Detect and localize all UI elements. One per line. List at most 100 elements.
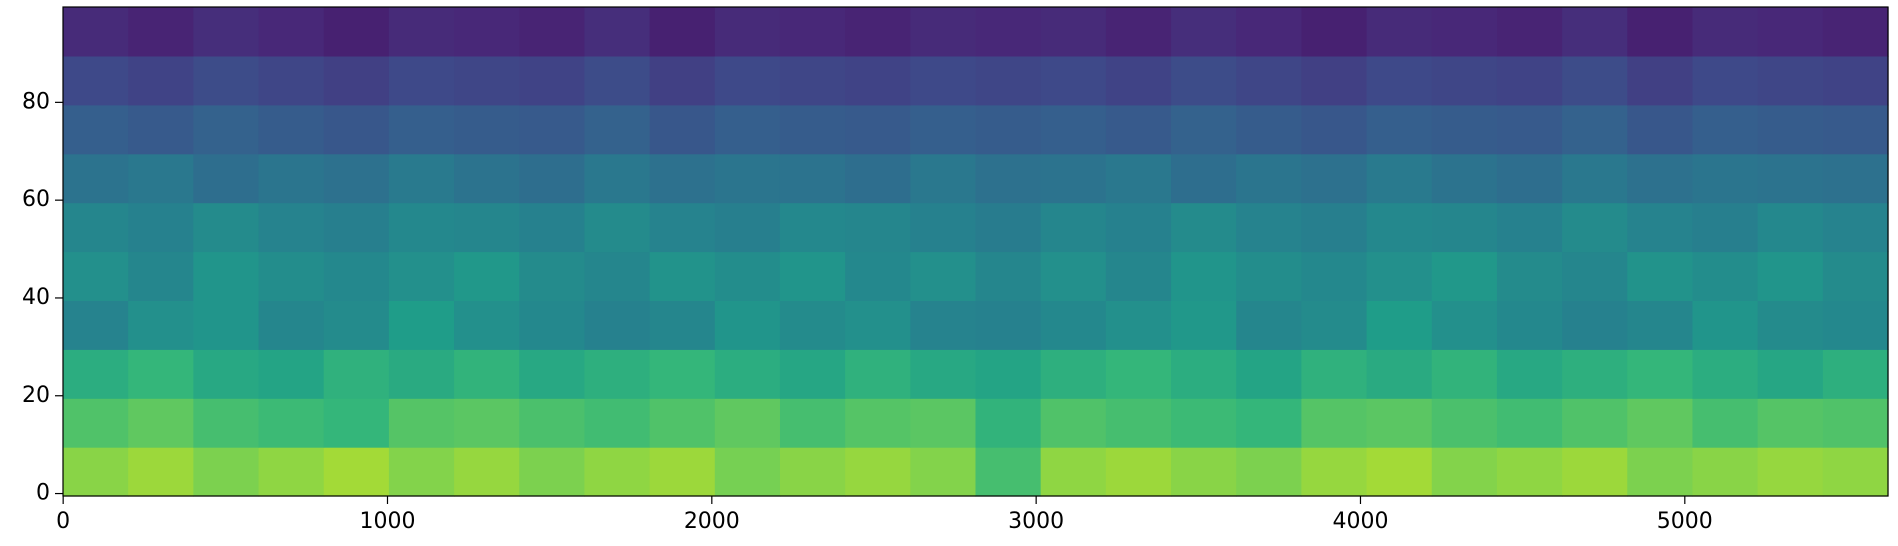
heat-cell <box>649 7 716 57</box>
heat-cell <box>1757 251 1824 301</box>
heat-cell <box>1040 153 1107 204</box>
heat-cell <box>649 153 716 204</box>
heat-cell <box>1171 251 1237 301</box>
heat-cell <box>1757 104 1824 155</box>
heat-cell <box>1757 153 1824 204</box>
heat-cell <box>63 7 129 57</box>
heat-cell <box>128 398 194 448</box>
heat-cell <box>519 251 586 301</box>
heat-cell <box>714 104 781 155</box>
heat-cell <box>1236 251 1302 301</box>
heat-cell <box>258 153 325 204</box>
heat-cell <box>1105 104 1172 155</box>
heat-cell <box>323 153 390 204</box>
heat-cell <box>1431 55 1498 106</box>
heat-cell <box>975 398 1042 448</box>
y-tick-label: 60 <box>22 187 50 212</box>
heat-cell <box>714 251 781 301</box>
heat-cell <box>1562 202 1628 253</box>
heat-cell <box>1105 398 1172 448</box>
heat-cell <box>584 349 651 399</box>
heat-cell <box>975 153 1042 204</box>
y-tick-label: 40 <box>22 285 50 310</box>
heat-cell <box>1562 398 1628 448</box>
heat-cell <box>323 104 390 155</box>
heat-cell <box>1236 7 1302 57</box>
y-tick-label: 20 <box>22 383 50 408</box>
axes: 0 1000 2000 3000 4000 5000 0 20 40 60 80 <box>22 6 1889 534</box>
heat-cell <box>193 7 260 57</box>
heat-cell <box>1366 447 1433 497</box>
heat-cell <box>1236 153 1302 204</box>
heat-cell <box>454 104 520 155</box>
heat-cell <box>779 300 846 350</box>
heat-cell <box>388 153 455 204</box>
heat-cell <box>649 251 716 301</box>
heat-cell <box>193 153 260 204</box>
heat-cell <box>258 55 325 106</box>
heat-cell <box>649 447 716 497</box>
heat-cell <box>845 398 911 448</box>
heat-cell <box>258 349 325 399</box>
heat-cell <box>910 7 977 57</box>
heat-cell <box>1757 300 1824 350</box>
heat-cell <box>128 7 194 57</box>
heat-cell <box>323 202 390 253</box>
heat-cell <box>910 202 977 253</box>
heat-cell <box>1366 349 1433 399</box>
heat-cell <box>323 55 390 106</box>
heat-cell <box>519 104 586 155</box>
heat-cell <box>1236 398 1302 448</box>
heat-cell <box>1301 447 1368 497</box>
heat-cell <box>584 153 651 204</box>
heat-cell <box>1040 55 1107 106</box>
heat-cell <box>1105 7 1172 57</box>
heat-cell <box>63 300 129 350</box>
heat-cell <box>1171 55 1237 106</box>
heat-cell <box>193 447 260 497</box>
heat-cell <box>454 7 520 57</box>
heat-cell <box>1822 202 1889 253</box>
heatmap <box>63 7 1889 497</box>
heat-cell <box>1496 104 1563 155</box>
heat-cell <box>1757 447 1824 497</box>
heat-cell <box>1496 349 1563 399</box>
heat-cell <box>1822 398 1889 448</box>
heat-cell <box>519 398 586 448</box>
heat-cell <box>910 153 977 204</box>
heat-cell <box>1562 349 1628 399</box>
heat-cell <box>975 300 1042 350</box>
heat-cell <box>1822 153 1889 204</box>
heat-cell <box>388 55 455 106</box>
heat-cell <box>845 55 911 106</box>
heat-cell <box>193 104 260 155</box>
heat-cell <box>1627 398 1694 448</box>
heat-cell <box>1431 349 1498 399</box>
heat-cell <box>1105 349 1172 399</box>
heat-cell <box>1366 398 1433 448</box>
heat-cell <box>1562 55 1628 106</box>
heat-cell <box>388 398 455 448</box>
heat-cell <box>649 202 716 253</box>
heat-cell <box>584 7 651 57</box>
heat-cell <box>1236 447 1302 497</box>
heat-cell <box>63 153 129 204</box>
heat-cell <box>1822 349 1889 399</box>
heat-cell <box>519 153 586 204</box>
heat-cell <box>584 55 651 106</box>
heat-cell <box>1562 153 1628 204</box>
heat-cell <box>1496 251 1563 301</box>
heat-cell <box>1757 55 1824 106</box>
heat-cell <box>1822 7 1889 57</box>
heat-cell <box>388 251 455 301</box>
heat-cell <box>845 349 911 399</box>
heat-cell <box>454 251 520 301</box>
heat-cell <box>1301 202 1368 253</box>
heat-cell <box>1562 447 1628 497</box>
heat-cell <box>779 349 846 399</box>
heat-cell <box>1627 153 1694 204</box>
heat-cell <box>779 447 846 497</box>
heat-cell <box>779 153 846 204</box>
heat-cell <box>1040 300 1107 350</box>
